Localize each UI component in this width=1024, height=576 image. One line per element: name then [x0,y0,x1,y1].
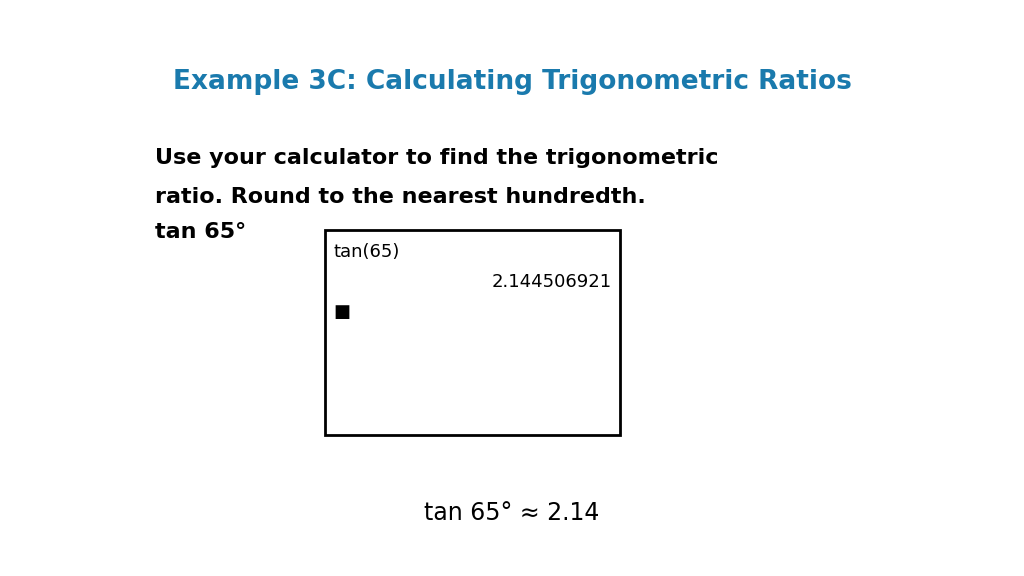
Text: ■: ■ [333,303,350,321]
Text: ratio. Round to the nearest hundredth.: ratio. Round to the nearest hundredth. [155,187,646,207]
Text: Example 3C: Calculating Trigonometric Ratios: Example 3C: Calculating Trigonometric Ra… [173,69,851,95]
Bar [325,230,620,435]
Text: tan 65° ≈ 2.14: tan 65° ≈ 2.14 [424,501,600,525]
Text: 2.144506921: 2.144506921 [492,273,612,291]
Text: Use your calculator to find the trigonometric: Use your calculator to find the trigonom… [155,148,719,168]
Text: tan(65): tan(65) [333,243,399,261]
Text: tan 65°: tan 65° [155,222,246,242]
